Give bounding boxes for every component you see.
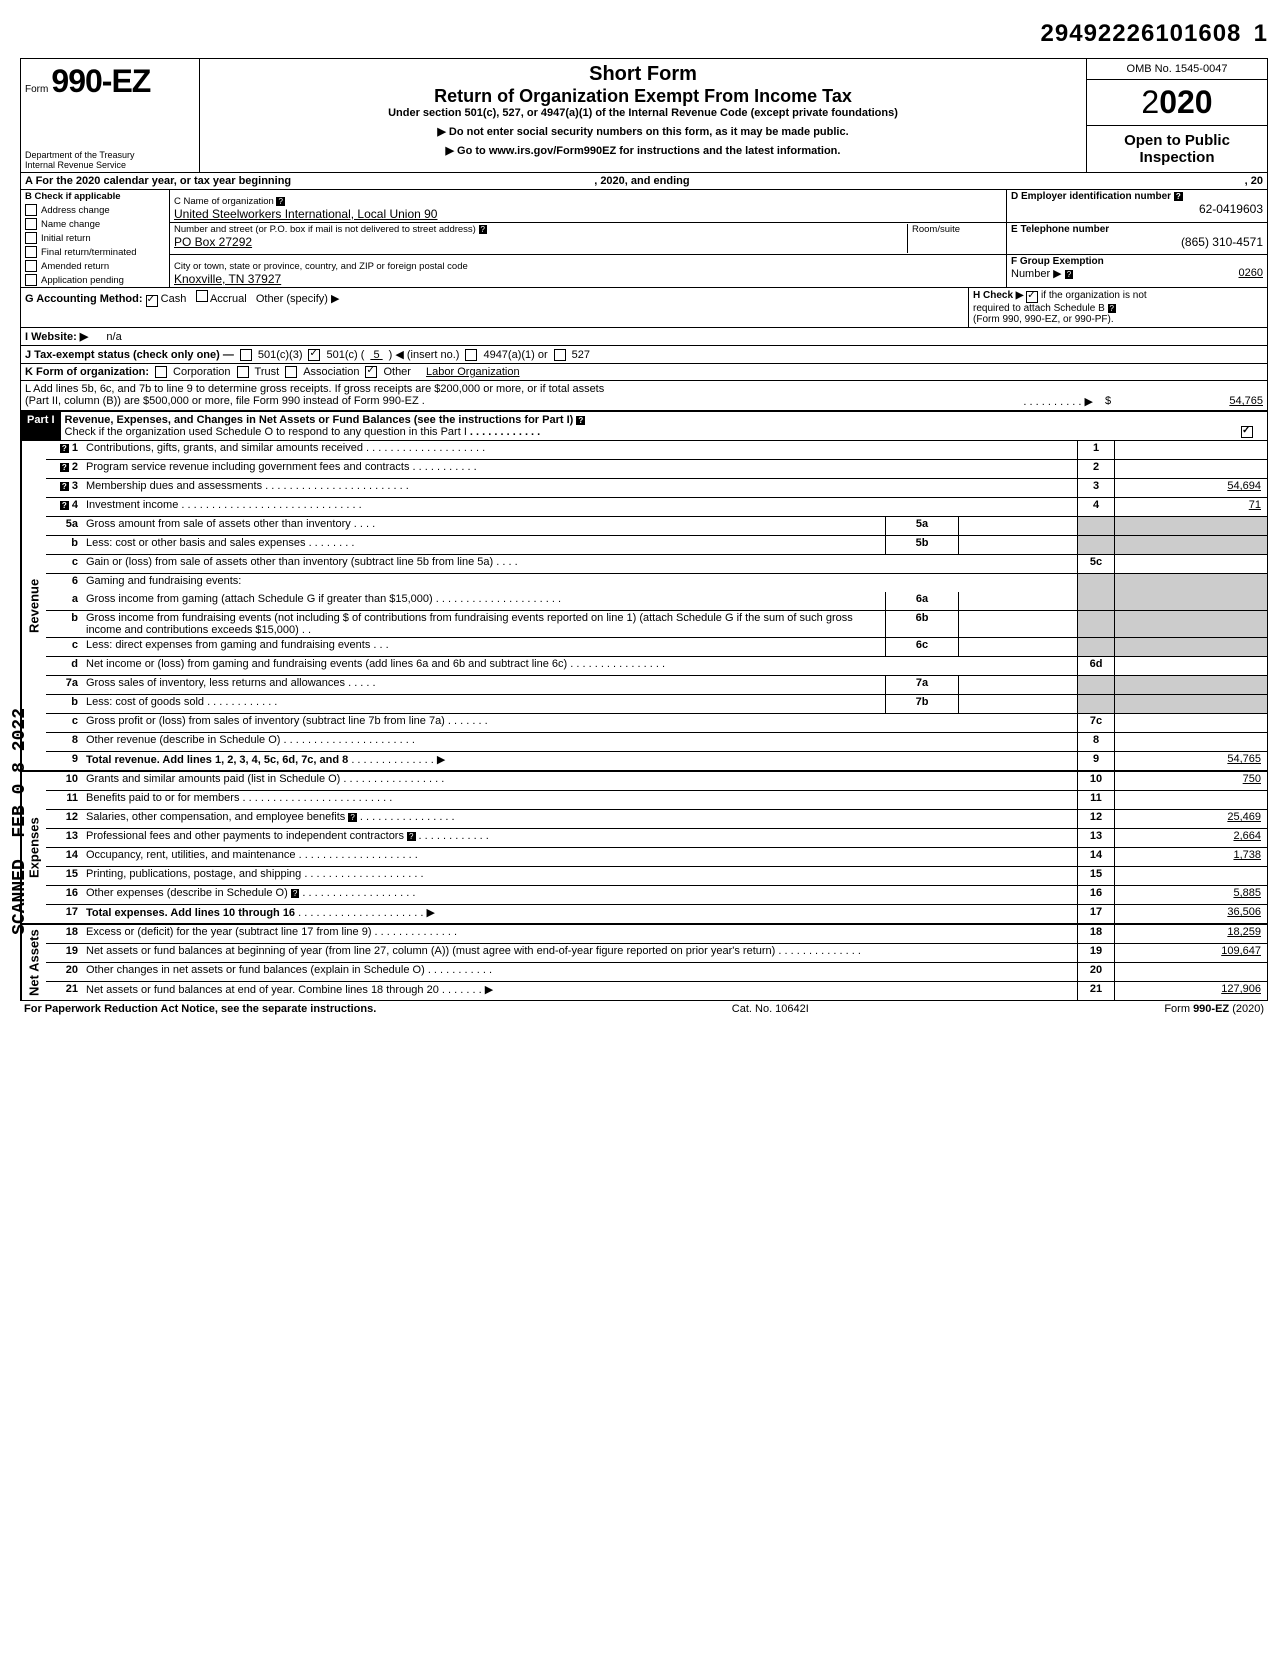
chk-h[interactable] [1026,291,1038,303]
chk-pending[interactable] [25,274,37,286]
row-a: A For the 2020 calendar year, or tax yea… [21,173,1267,190]
chk-501c3[interactable] [240,349,252,361]
side-netassets: Net Assets [21,925,46,1000]
row-i: I Website: ▶ n/a [21,328,1267,346]
row-l: L Add lines 5b, 6c, and 7b to line 9 to … [21,381,1267,412]
footer: For Paperwork Reduction Act Notice, see … [20,1001,1268,1017]
form-title-box: Short Form Return of Organization Exempt… [200,59,1086,172]
chk-initial[interactable] [25,232,37,244]
chk-name[interactable] [25,218,37,230]
chk-amended[interactable] [25,260,37,272]
chk-corp[interactable] [155,366,167,378]
row-h: H Check ▶ if the organization is not req… [968,288,1267,327]
chk-address[interactable] [25,204,37,216]
row-k: K Form of organization: Corporation Trus… [21,364,1267,381]
chk-trust[interactable] [237,366,249,378]
chk-other-k[interactable] [365,366,377,378]
col-def: D Employer identification number ? 62-04… [1006,190,1267,287]
chk-assoc[interactable] [285,366,297,378]
omb-year-box: OMB No. 1545-0047 20202020 Open to Publi… [1086,59,1267,172]
chk-final[interactable] [25,246,37,258]
chk-cash[interactable] [146,295,158,307]
row-j: J Tax-exempt status (check only one) — 5… [21,346,1267,364]
col-c: C Name of organization ? United Steelwor… [170,190,1006,287]
chk-527[interactable] [554,349,566,361]
chk-part1[interactable] [1241,426,1253,438]
dln: 29492226101608 1 [20,20,1268,48]
side-revenue: Revenue [21,441,46,770]
chk-accrual[interactable] [196,290,208,302]
side-expenses: Expenses [21,772,46,923]
col-b: B Check if applicable Address change Nam… [21,190,170,287]
form-id-box: Form 990-EZ Department of the Treasury I… [21,59,200,172]
chk-501c[interactable] [308,349,320,361]
part1-header: Part I Revenue, Expenses, and Changes in… [21,412,1267,441]
chk-4947[interactable] [465,349,477,361]
row-g: G Accounting Method: Cash Accrual Other … [21,288,968,327]
